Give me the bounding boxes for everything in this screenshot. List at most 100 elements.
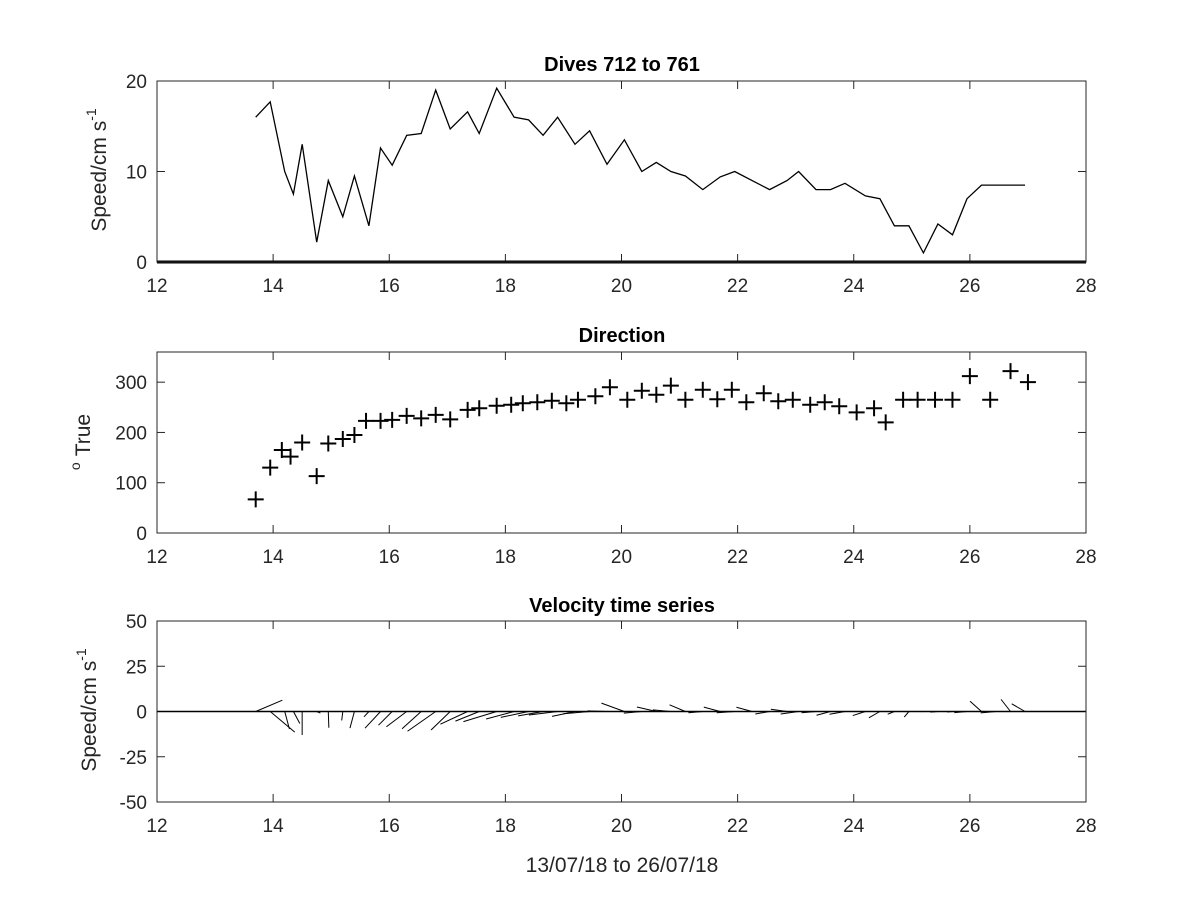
velocity-stick: [563, 711, 590, 715]
velocity-panel-xtick-label: 12: [146, 816, 167, 837]
direction-point: [738, 394, 755, 411]
direction-point: [909, 391, 926, 408]
direction-point: [877, 414, 894, 431]
direction-point: [262, 459, 279, 476]
velocity-stick: [868, 711, 881, 719]
direction-panel-ylabel: o True: [67, 414, 95, 470]
velocity-stick: [386, 711, 407, 728]
velocity-stick: [430, 711, 451, 731]
svg-text:oTrue: o True: [67, 414, 95, 470]
velocity-stick: [341, 711, 344, 721]
velocity-stick: [780, 711, 799, 715]
direction-point: [488, 397, 505, 414]
velocity-stick: [969, 700, 982, 712]
velocity-panel-xtick-label: 14: [263, 816, 285, 837]
velocity-stick: [829, 711, 846, 715]
speed-panel-ylabel: Speed/cm s-1: [83, 108, 111, 232]
velocity-panel-xtick-label: 24: [843, 816, 865, 837]
velocity-stick: [669, 704, 686, 712]
velocity-panel-ylabel-text: Speed/cm s: [78, 661, 101, 772]
velocity-panel-ytick-label: 25: [126, 657, 147, 678]
direction-point: [755, 385, 772, 402]
direction-point: [358, 412, 375, 429]
velocity-stick: [755, 711, 770, 715]
velocity-panel-xtick-label: 26: [959, 816, 980, 837]
speed-panel-ylabel-text: Speed/cm s: [88, 121, 111, 232]
speed-panel-title: Dives 712 to 761: [544, 54, 700, 76]
speed-panel-xtick-label: 12: [146, 276, 167, 297]
direction-point: [346, 426, 363, 443]
direction-point: [334, 430, 351, 447]
velocity-stick: [284, 711, 290, 730]
direction-point: [784, 391, 801, 408]
direction-point: [398, 407, 415, 424]
velocity-stick: [930, 711, 938, 713]
velocity-stick: [440, 711, 468, 725]
direction-panel-tick-labels: 12 14 16 18 20 22 24 26 28 0 100 200 300: [115, 352, 1097, 568]
direction-point: [633, 382, 650, 399]
speed-panel-xtick-label: 22: [727, 276, 748, 297]
velocity-stick: [378, 711, 393, 726]
velocity-stick: [455, 711, 480, 722]
velocity-panel-ytick-label: 50: [126, 612, 147, 633]
velocity-stick: [736, 706, 753, 712]
direction-panel-xtick-label: 28: [1075, 547, 1096, 568]
velocity-stick: [364, 711, 381, 729]
direction-panel-ytick-label: 100: [115, 474, 147, 495]
direction-panel-ytick-label: 0: [136, 524, 147, 545]
direction-point: [320, 435, 337, 452]
velocity-stick: [980, 711, 997, 714]
direction-point: [831, 398, 848, 415]
direction-point: [442, 411, 459, 428]
svg-text:Speed/cm s-1: Speed/cm s-1: [83, 108, 111, 232]
velocity-stick: [528, 711, 558, 716]
velocity-stick: [652, 709, 671, 712]
direction-point: [694, 381, 711, 398]
direction-panel-plot-area: [247, 363, 1036, 508]
speed-series-line: [255, 86, 1025, 255]
direction-point: [372, 412, 389, 429]
direction-point: [543, 392, 560, 409]
direction-panel-xtick-label: 18: [495, 547, 516, 568]
velocity-stick: [703, 706, 721, 712]
direction-point: [282, 448, 299, 465]
direction-panel-xtick-label: 12: [146, 547, 167, 568]
direction-panel-xtick-label: 24: [843, 547, 865, 568]
velocity-stick: [770, 708, 788, 712]
direction-point: [662, 377, 679, 394]
velocity-stick: [636, 706, 657, 712]
velocity-panel: Velocity time series Speed/cm s-1 12 14 16…: [73, 595, 1097, 877]
direction-point: [944, 391, 961, 408]
velocity-stick: [601, 702, 625, 712]
velocity-stick: [623, 711, 642, 714]
velocity-panel-plot-area: [157, 699, 1086, 736]
direction-point: [558, 395, 575, 412]
direction-panel: Direction o True 12 14 16 18 20 22 24 26 28 0 100 20…: [67, 325, 1097, 568]
direction-point: [459, 401, 476, 418]
velocity-panel-xtick-label: 16: [379, 816, 400, 837]
velocity-stick: [903, 711, 910, 718]
velocity-stick: [852, 711, 866, 717]
direction-point: [961, 368, 978, 385]
direction-point: [247, 491, 264, 508]
speed-panel-axes-frame: [156, 80, 1087, 263]
velocity-stick: [1000, 699, 1011, 712]
svg-text:Speed/cm s-1: Speed/cm s-1: [73, 648, 101, 772]
speed-panel-xtick-label: 18: [495, 276, 516, 297]
direction-point: [802, 396, 819, 413]
direction-point: [601, 379, 618, 396]
direction-panel-ylabel-sup: o: [67, 462, 83, 470]
direction-point: [648, 386, 665, 403]
speed-panel-xtick-label: 28: [1075, 276, 1096, 297]
speed-panel-xtick-label: 26: [959, 276, 980, 297]
velocity-stick: [407, 711, 436, 732]
direction-point: [384, 411, 401, 428]
velocity-panel-ytick-label: 0: [136, 703, 147, 724]
speed-panel-ylabel-sup: -1: [83, 108, 99, 121]
direction-point: [294, 434, 311, 451]
direction-panel-title: Direction: [579, 325, 666, 347]
velocity-stick: [688, 711, 703, 714]
direction-panel-xtick-label: 20: [611, 547, 632, 568]
